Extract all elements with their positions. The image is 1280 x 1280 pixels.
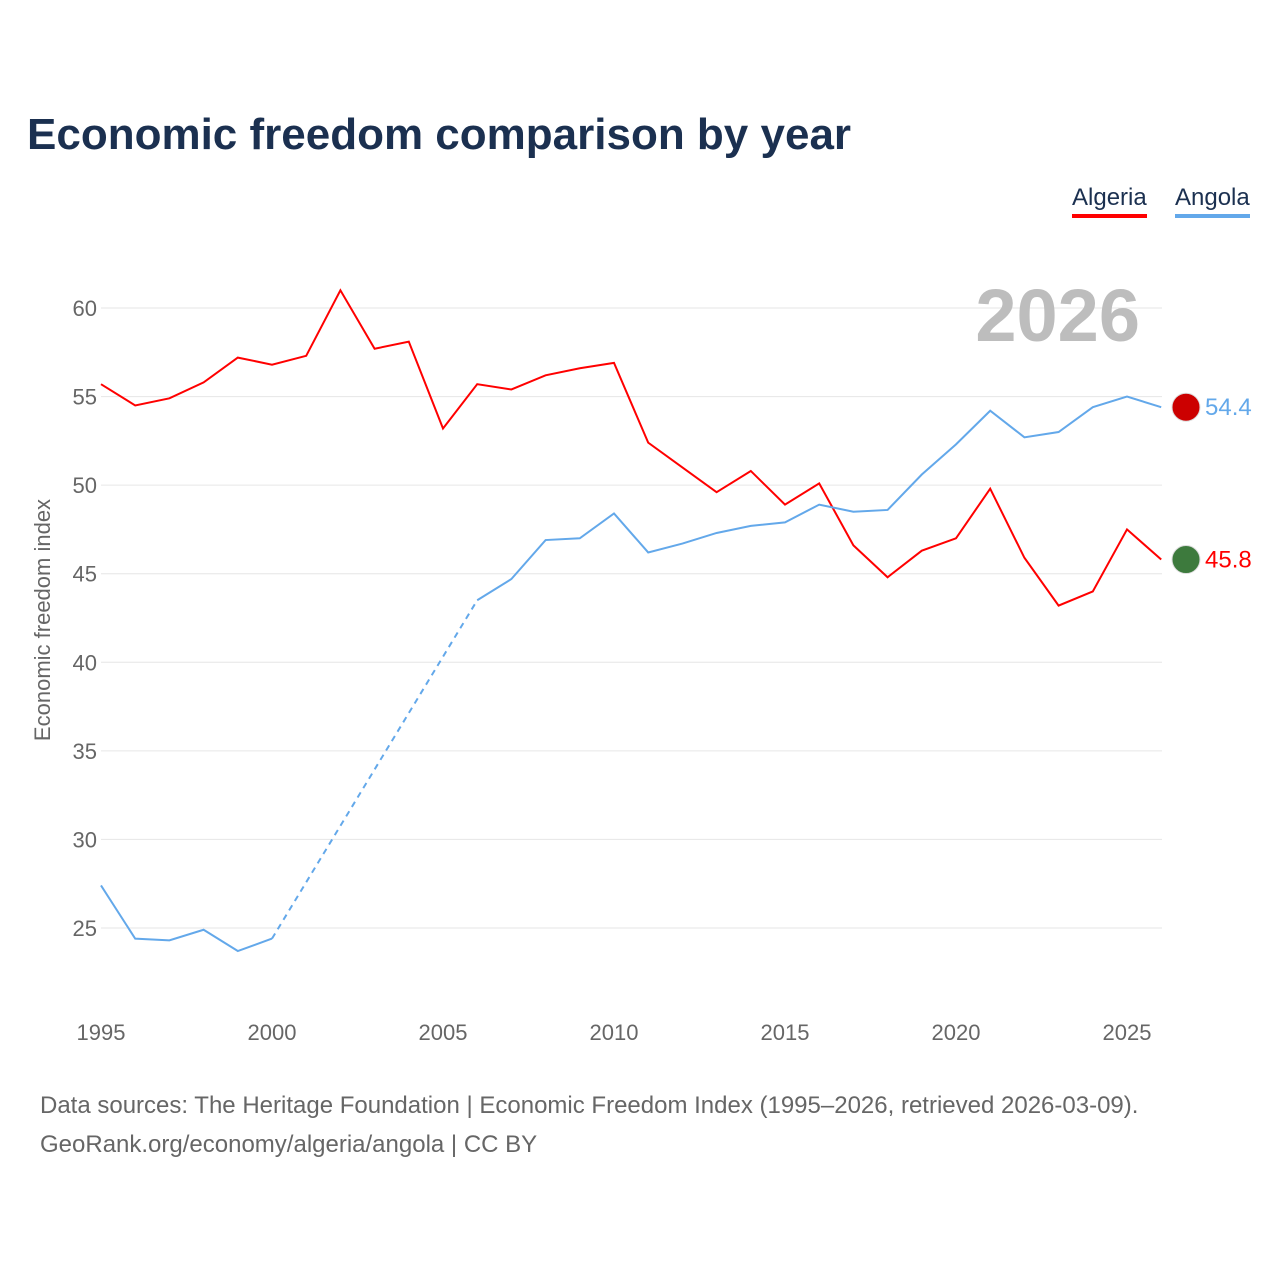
y-tick-label: 40 — [73, 650, 97, 675]
series-line-algeria — [100, 288, 1162, 607]
flag-icon-algeria — [1171, 545, 1201, 575]
chart-title: Economic freedom comparison by year — [27, 110, 852, 159]
source-note: Data sources: The Heritage Foundation | … — [40, 1086, 1138, 1164]
y-tick-label: 35 — [73, 739, 97, 764]
y-tick-label: 30 — [73, 827, 97, 852]
source-line-1: Data sources: The Heritage Foundation | … — [40, 1092, 1139, 1119]
x-tick-label: 2020 — [932, 1020, 981, 1045]
end-value-label: 45.8 — [1205, 547, 1252, 574]
y-axis-label: Economic freedom index — [30, 499, 55, 741]
x-tick-label: 2005 — [419, 1020, 468, 1045]
x-tick-label: 1995 — [77, 1020, 126, 1045]
end-value-label: 54.4 — [1205, 394, 1252, 421]
source-line-2: GeoRank.org/economy/algeria/angola | CC … — [40, 1131, 538, 1158]
x-tick-label: 2025 — [1103, 1020, 1152, 1045]
series-line-angola — [100, 884, 273, 953]
legend-algeria[interactable]: Algeria — [1072, 184, 1147, 218]
y-tick-label: 25 — [73, 916, 97, 941]
flag-icon-angola — [1171, 392, 1201, 422]
year-watermark: 2026 — [975, 274, 1140, 357]
legend-angola[interactable]: Angola — [1175, 184, 1250, 218]
x-tick-label: 2010 — [590, 1020, 639, 1045]
y-tick-label: 45 — [73, 562, 97, 587]
series-gap-angola — [271, 599, 479, 940]
x-tick-label: 2000 — [248, 1020, 297, 1045]
x-tick-label: 2015 — [761, 1020, 810, 1045]
y-tick-label: 50 — [73, 473, 97, 498]
y-tick-label: 60 — [73, 296, 97, 321]
y-tick-label: 55 — [73, 385, 97, 410]
series-line-angola — [476, 395, 1162, 602]
